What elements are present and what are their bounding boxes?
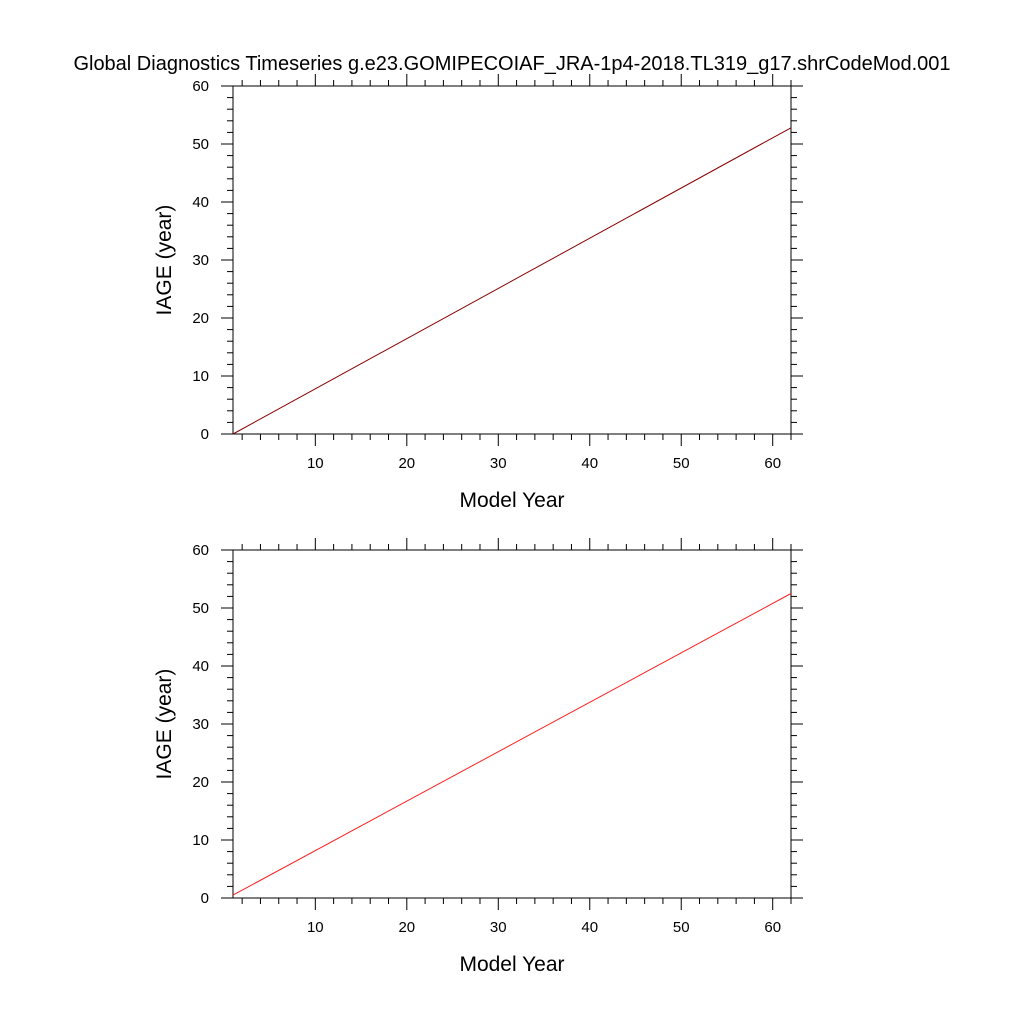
y-tick-label: 40 [192,658,209,675]
x-tick-label: 40 [581,455,598,472]
y-tick-label: 10 [192,832,209,849]
x-tick-label: 60 [764,455,781,472]
y-tick-label: 0 [201,426,209,443]
y-tick-label: 30 [192,252,209,269]
y-axis-label: IAGE (year) [153,205,176,316]
x-tick-label: 50 [673,919,690,936]
x-tick-label: 10 [307,919,324,936]
x-tick-label: 30 [490,919,507,936]
x-tick-label: 10 [307,455,324,472]
y-tick-label: 10 [192,368,209,385]
x-tick-label: 50 [673,455,690,472]
y-tick-label: 40 [192,194,209,211]
x-tick-label: 20 [398,919,415,936]
x-tick-label: 60 [764,919,781,936]
y-tick-label: 50 [192,600,209,617]
y-tick-label: 30 [192,716,209,733]
figure-title: Global Diagnostics Timeseries g.e23.GOMI… [73,53,950,75]
y-tick-label: 20 [192,310,209,327]
y-tick-label: 50 [192,136,209,153]
plot-frame [232,549,792,899]
timeseries-panel-bottom: 10 20 30 40 50 60 0 10 20 30 40 50 60 Model Year IAGE … [153,538,803,976]
y-tick-label: 60 [192,78,209,95]
y-tick-label: 60 [192,542,209,559]
x-axis-label: Model Year [459,953,564,976]
y-axis-label: IAGE (year) [153,669,176,780]
x-axis-label: Model Year [459,489,564,512]
series-line [232,593,792,896]
x-tick-label: 40 [581,919,598,936]
series-line [232,127,792,435]
plot-frame [232,85,792,435]
y-tick-label: 20 [192,774,209,791]
y-tick-label: 0 [201,890,209,907]
timeseries-panel-top: 10 20 30 40 50 60 0 10 20 30 40 50 60 Model Year IAGE … [153,74,803,512]
x-tick-label: 20 [398,455,415,472]
x-tick-label: 30 [490,455,507,472]
